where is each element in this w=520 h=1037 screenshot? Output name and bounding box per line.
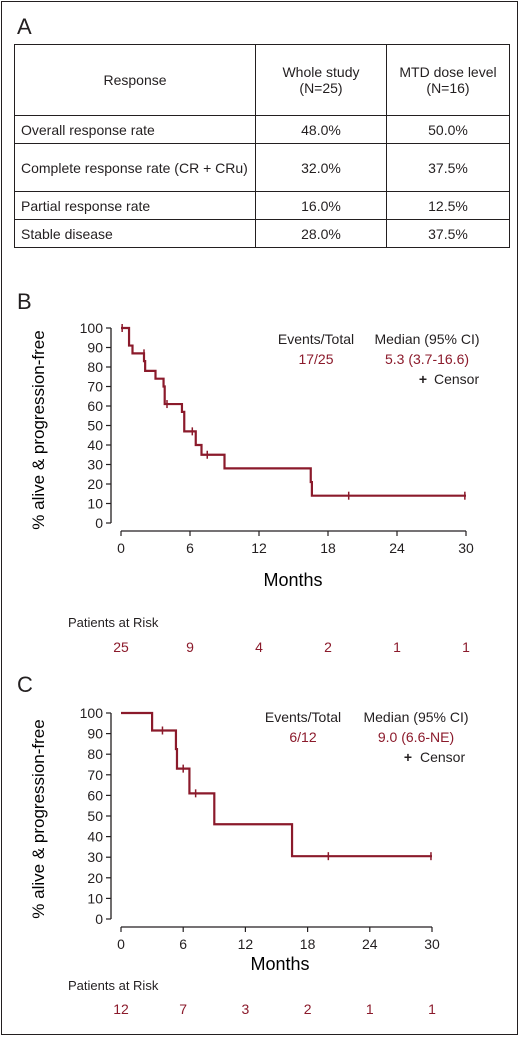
y-tick-label: 80 — [87, 359, 103, 375]
risk-count: 4 — [255, 639, 263, 655]
risk-count: 3 — [242, 1001, 250, 1017]
row-mtd-value: 37.5% — [386, 219, 510, 248]
risk-count: 2 — [304, 1001, 312, 1017]
censor-symbol: + — [419, 371, 427, 387]
panel-b-label: B — [17, 289, 32, 314]
risk-count: 25 — [113, 639, 129, 655]
y-tick-label: 40 — [87, 437, 103, 453]
risk-count: 1 — [428, 1001, 436, 1017]
row-mtd-value: 50.0% — [386, 115, 510, 144]
censor-symbol: + — [404, 749, 412, 765]
events-total-value: 6/12 — [289, 729, 316, 745]
x-tick-label: 24 — [389, 540, 405, 556]
median-value: 9.0 (6.6-NE) — [378, 729, 454, 745]
censor-label: Censor — [420, 749, 465, 765]
response-table: Response Whole study (N=25) MTD dose lev… — [14, 44, 510, 248]
panel-c-label: C — [17, 672, 33, 697]
x-tick-label: 6 — [186, 540, 194, 556]
table-header-row: Response Whole study (N=25) MTD dose lev… — [14, 44, 510, 116]
events-total-header: Events/Total — [265, 709, 341, 725]
x-tick-label: 18 — [320, 540, 336, 556]
x-tick-label: 6 — [179, 936, 187, 952]
risk-counts-row: 12 7 3 2 1 1 — [113, 1001, 436, 1017]
km-plot-b: % alive & progression-free Months Events… — [29, 320, 480, 655]
row-label: Overall response rate — [14, 115, 256, 144]
y-axis-label: % alive & progression-free — [29, 719, 48, 918]
risk-count: 9 — [186, 639, 194, 655]
x-tick-label: 24 — [362, 936, 378, 952]
row-whole-value: 28.0% — [255, 219, 387, 248]
row-whole-value: 32.0% — [255, 143, 387, 192]
row-label: Stable disease — [14, 219, 256, 248]
table-row: Partial response rate 16.0% 12.5% — [14, 191, 510, 220]
median-value: 5.3 (3.7-16.6) — [385, 351, 469, 367]
row-label: Complete response rate (CR + CRu) — [14, 143, 256, 192]
risk-title: Patients at Risk — [68, 978, 159, 993]
events-total-header: Events/Total — [278, 331, 354, 347]
median-header: Median (95% CI) — [363, 709, 468, 725]
y-tick-label: 70 — [87, 379, 103, 395]
x-tick-label: 30 — [424, 936, 440, 952]
table-row: Stable disease 28.0% 37.5% — [14, 219, 510, 248]
y-tick-label: 50 — [87, 808, 103, 824]
x-axis-label: Months — [250, 954, 309, 974]
y-tick-label: 80 — [87, 746, 103, 762]
row-whole-value: 16.0% — [255, 191, 387, 220]
row-mtd-value: 12.5% — [386, 191, 510, 220]
y-tick-label: 40 — [87, 829, 103, 845]
y-tick-label: 60 — [87, 787, 103, 803]
row-mtd-value: 37.5% — [386, 143, 510, 192]
risk-title: Patients at Risk — [68, 615, 159, 630]
y-tick-label: 0 — [95, 911, 103, 927]
y-tick-label: 10 — [87, 890, 103, 906]
row-whole-value: 48.0% — [255, 115, 387, 144]
x-tick-label: 18 — [300, 936, 316, 952]
y-tick-label: 30 — [87, 457, 103, 473]
y-tick-label: 20 — [87, 476, 103, 492]
y-axis-label: % alive & progression-free — [29, 330, 48, 529]
risk-count: 1 — [462, 639, 470, 655]
y-tick-label: 90 — [87, 340, 103, 356]
risk-count: 12 — [113, 1001, 129, 1017]
header-response: Response — [14, 44, 256, 116]
y-tick-label: 90 — [87, 726, 103, 742]
y-tick-label: 30 — [87, 849, 103, 865]
y-tick-label: 70 — [87, 767, 103, 783]
table-row: Complete response rate (CR + CRu) 32.0% … — [14, 143, 510, 192]
x-tick-label: 0 — [117, 540, 125, 556]
y-tick-label: 60 — [87, 398, 103, 414]
row-label: Partial response rate — [14, 191, 256, 220]
y-tick-label: 100 — [80, 705, 104, 721]
y-tick-label: 100 — [80, 320, 104, 336]
censor-label: Censor — [434, 371, 479, 387]
risk-counts-row: 25 9 4 2 1 1 — [113, 639, 470, 655]
header-whole-study: Whole study (N=25) — [255, 44, 387, 116]
table-row: Overall response rate 48.0% 50.0% — [14, 115, 510, 144]
median-header: Median (95% CI) — [374, 331, 479, 347]
x-tick-label: 12 — [251, 540, 267, 556]
risk-count: 1 — [366, 1001, 374, 1017]
risk-count: 2 — [324, 639, 332, 655]
y-tick-label: 0 — [95, 515, 103, 531]
panel-a-label: A — [17, 14, 32, 39]
x-tick-label: 0 — [117, 936, 125, 952]
risk-count: 7 — [179, 1001, 187, 1017]
events-total-value: 17/25 — [298, 351, 333, 367]
risk-count: 1 — [393, 639, 401, 655]
y-tick-label: 50 — [87, 418, 103, 434]
x-axis-label: Months — [263, 570, 322, 590]
header-mtd-dose: MTD dose level (N=16) — [386, 44, 510, 116]
x-tick-label: 30 — [458, 540, 474, 556]
y-tick-label: 10 — [87, 496, 103, 512]
y-tick-label: 20 — [87, 870, 103, 886]
km-plot-c: % alive & progression-free Months Events… — [29, 705, 469, 1017]
x-tick-label: 12 — [238, 936, 254, 952]
